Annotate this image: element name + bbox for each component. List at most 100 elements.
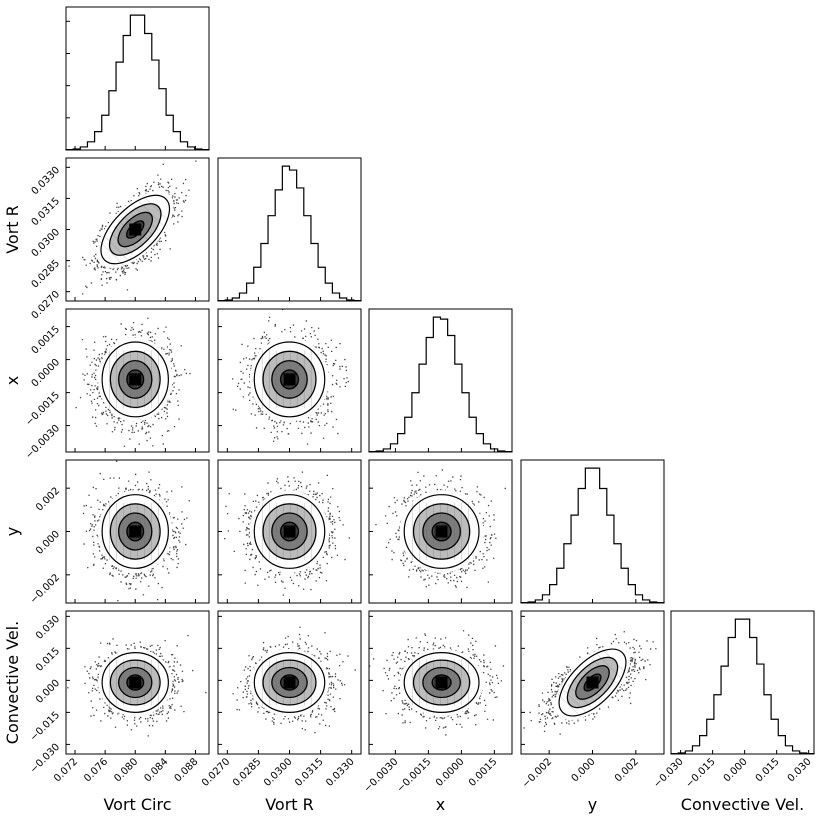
x-tick-label: 0.0270	[200, 756, 233, 789]
panel-frame	[368, 610, 513, 755]
y-tick-label: 0.000	[34, 678, 62, 706]
contour-line	[109, 350, 161, 409]
y-tick-label: −0.015	[28, 710, 62, 744]
density-peak	[435, 525, 448, 538]
x-tick-label: −0.015	[684, 756, 718, 790]
density-grid	[129, 211, 154, 236]
density-grid	[592, 659, 616, 683]
scatter-x-vs-y	[368, 459, 513, 604]
y-tick-label: −0.0015	[24, 390, 62, 428]
histogram-vort-circ	[65, 6, 210, 151]
x-tick-label: 0.0300	[262, 756, 295, 789]
density-peak	[435, 676, 448, 689]
contour-line	[403, 494, 480, 569]
contour-line	[262, 350, 317, 409]
y-axis-label-y: y	[3, 527, 22, 536]
contour-line	[101, 341, 169, 418]
histogram-vort-r	[217, 157, 362, 302]
x-tick-label: 0.0285	[231, 756, 264, 789]
contour-line	[253, 494, 326, 569]
histogram-line	[670, 618, 815, 755]
contour-line	[126, 521, 145, 542]
histogram-line	[65, 14, 210, 151]
panel-frame	[670, 610, 815, 755]
scatter-vort-r-vs-y	[217, 459, 362, 604]
scatter-x-vs-convective-vel	[368, 610, 513, 755]
density-grid	[134, 206, 159, 231]
scatter-vort-circ-vs-convective-vel	[65, 610, 210, 755]
x-tick-label: 0.076	[82, 756, 110, 784]
y-tick-label: 0.030	[34, 614, 62, 642]
scatter-vort-r-vs-convective-vel	[217, 610, 362, 755]
density-peak	[129, 373, 142, 386]
density-peak	[129, 676, 142, 689]
contour-line	[253, 652, 326, 713]
contour-line	[431, 521, 452, 542]
x-tick-label: 0.0330	[324, 756, 357, 789]
contour-line	[126, 220, 145, 239]
density-peak	[283, 373, 296, 386]
y-tick-label: −0.0030	[24, 423, 62, 461]
y-axis-label-convective-vel: Convective Vel.	[3, 621, 22, 744]
y-tick-label: 0.0330	[30, 165, 63, 198]
contour-line	[262, 503, 317, 560]
x-axis-label-convective-vel: Convective Vel.	[681, 795, 804, 814]
contour-line	[126, 674, 145, 691]
contour-line	[412, 503, 471, 560]
x-tick-label: 0.0015	[467, 756, 500, 789]
scatter-vort-circ-vs-x	[65, 308, 210, 453]
density-peak	[283, 525, 296, 538]
x-tick-label: −0.002	[520, 756, 554, 790]
density-grid	[567, 684, 591, 708]
x-axis-label-vort-circ: Vort Circ	[103, 795, 171, 814]
y-tick-label: 0.0000	[30, 357, 63, 390]
x-tick-label: 0.000	[570, 756, 598, 784]
contour-line	[262, 659, 317, 706]
y-tick-label: 0.000	[34, 529, 62, 557]
x-axis-label-y: y	[588, 795, 597, 814]
contour-line	[109, 503, 161, 560]
y-tick-label: −0.002	[28, 572, 62, 606]
histogram-y	[520, 459, 665, 604]
contour-line	[117, 211, 153, 248]
contour-line	[118, 666, 153, 699]
histogram-line	[520, 467, 665, 604]
x-tick-label: 0.080	[112, 756, 140, 784]
y-tick-label: 0.0015	[30, 324, 63, 357]
density-grid	[587, 664, 611, 688]
x-tick-label: 0.030	[786, 756, 814, 784]
contour-line	[280, 369, 299, 390]
panel-frame	[65, 6, 210, 151]
scatter-y-vs-convective-vel	[520, 610, 665, 755]
contour-line	[118, 512, 153, 551]
y-tick-label: 0.015	[34, 646, 62, 674]
scatter-vort-r-vs-x	[217, 308, 362, 453]
histogram-line	[368, 316, 513, 453]
contour-line	[101, 494, 169, 569]
contour-line	[558, 648, 627, 717]
density-peak	[586, 676, 599, 689]
density-peak	[283, 676, 296, 689]
density-grid	[114, 226, 139, 251]
y-tick-label: 0.0315	[30, 196, 63, 229]
panel-frame	[65, 610, 210, 755]
contour-line	[109, 659, 161, 706]
x-tick-label: 0.015	[754, 756, 782, 784]
density-grid	[104, 236, 129, 261]
x-tick-label: 0.088	[173, 756, 201, 784]
contour-line	[566, 656, 619, 709]
contour-line	[109, 203, 162, 256]
contour-line	[271, 512, 308, 551]
x-tick-label: 0.084	[142, 756, 170, 784]
x-tick-label: 0.0315	[293, 756, 326, 789]
histogram-x	[368, 308, 513, 453]
histogram-line	[217, 165, 362, 302]
density-grid	[109, 231, 134, 256]
x-tick-label: −0.0015	[395, 756, 433, 794]
x-tick-label: 0.072	[52, 756, 80, 784]
scatter-vort-circ-vs-y	[65, 459, 210, 604]
x-axis-label-x: x	[436, 795, 445, 814]
x-tick-label: −0.030	[652, 756, 686, 790]
y-tick-label: 0.0300	[30, 227, 63, 260]
